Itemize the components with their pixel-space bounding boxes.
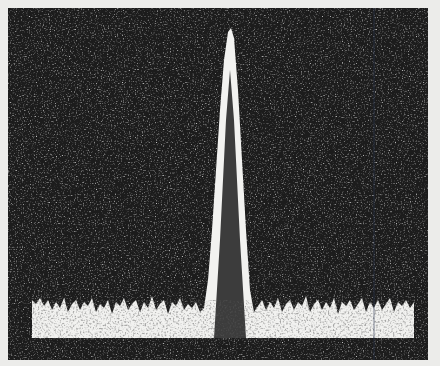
scope-photo	[0, 0, 440, 366]
floor-grain	[32, 300, 414, 340]
page	[0, 0, 440, 366]
